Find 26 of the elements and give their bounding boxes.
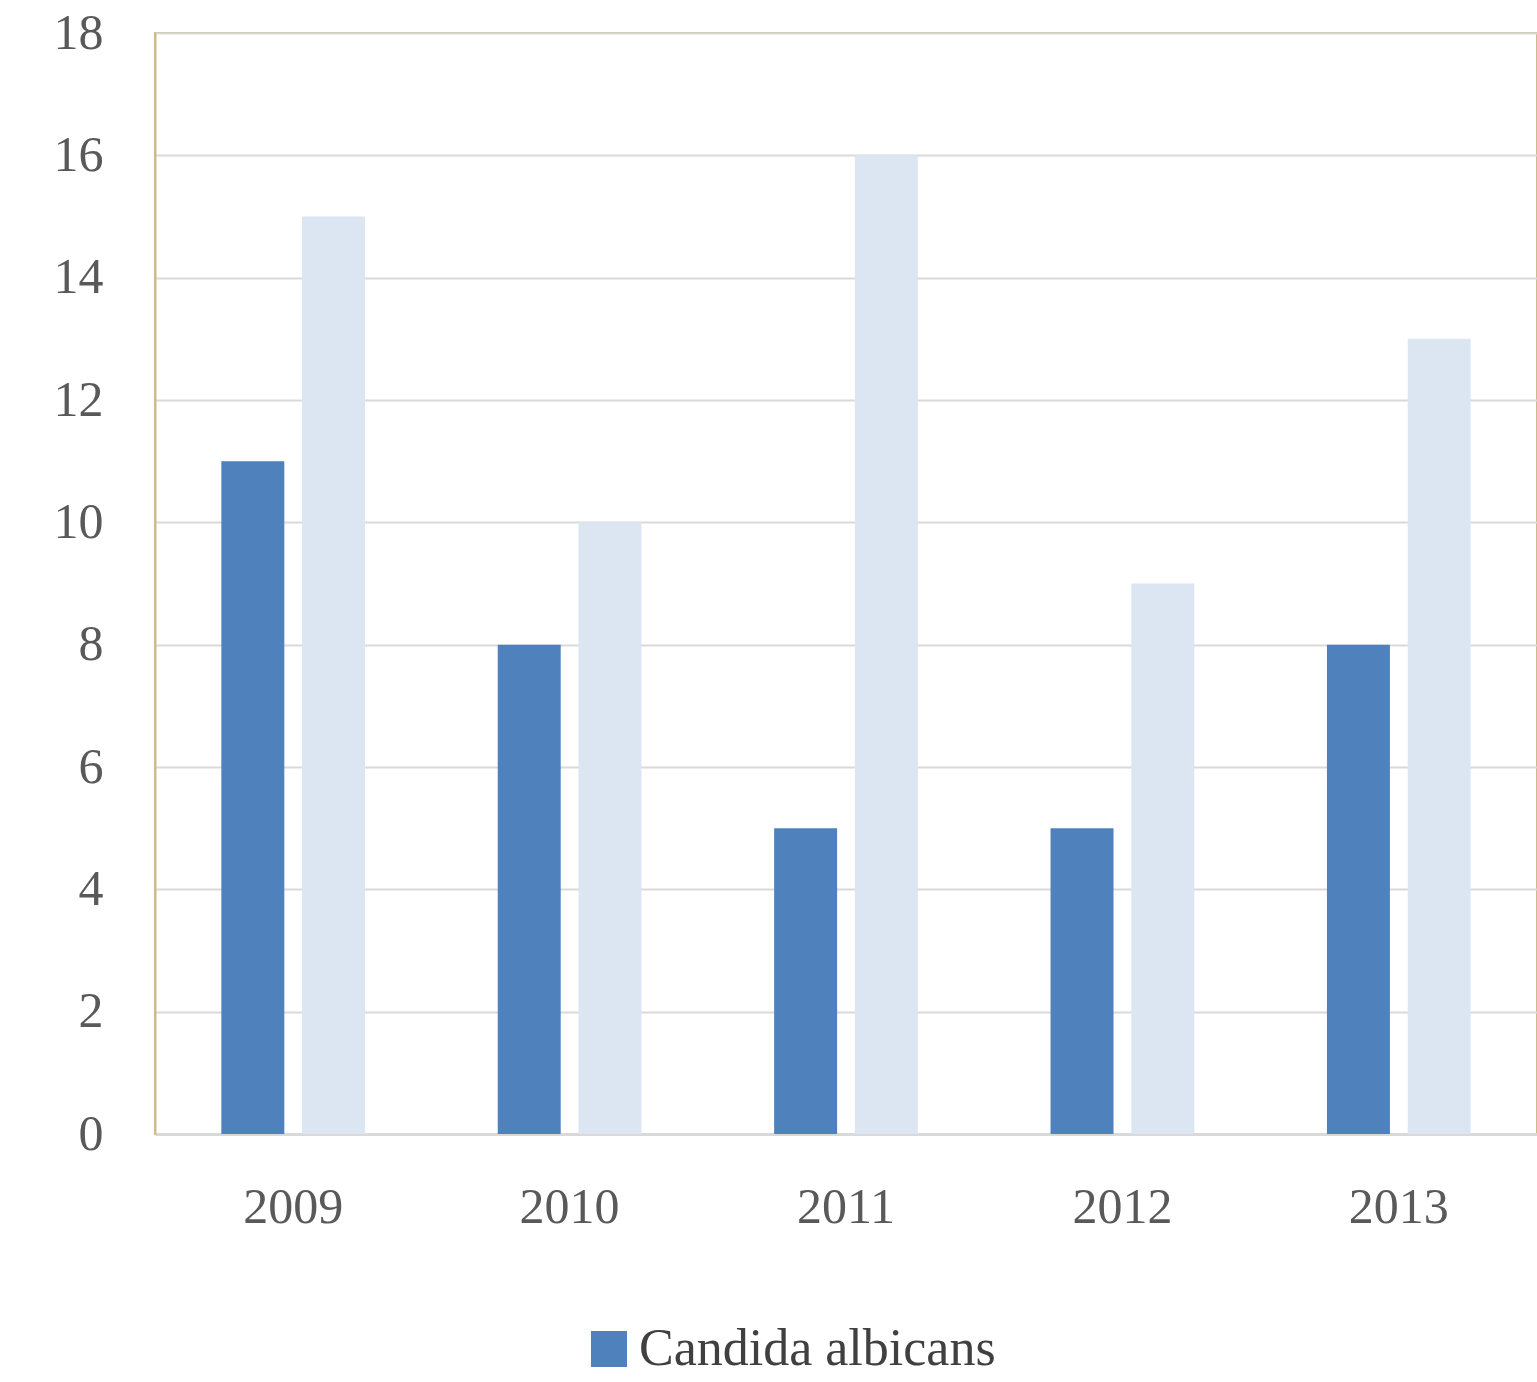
bar <box>302 216 366 1134</box>
y-tick-label: 0 <box>78 1104 104 1161</box>
y-tick-label: 8 <box>78 615 104 672</box>
legend-label: Candida albicans <box>639 1319 996 1376</box>
x-tick-label: 2009 <box>243 1177 344 1234</box>
bar <box>497 644 561 1134</box>
bar <box>1050 828 1114 1134</box>
bar <box>1326 644 1390 1134</box>
y-tick-label: 18 <box>53 3 104 60</box>
y-tick-label: 16 <box>53 125 104 182</box>
y-tick-label: 10 <box>53 492 104 549</box>
bar <box>578 522 642 1134</box>
bar <box>1131 583 1195 1134</box>
bar <box>854 155 918 1134</box>
y-tick-label: 12 <box>53 370 104 427</box>
x-tick-label: 2010 <box>519 1177 620 1234</box>
bar <box>774 828 838 1134</box>
y-tick-label: 4 <box>78 859 104 916</box>
bar <box>221 461 285 1134</box>
x-tick-label: 2013 <box>1348 1177 1449 1234</box>
x-tick-label: 2011 <box>796 1177 896 1234</box>
y-tick-label: 14 <box>53 248 104 305</box>
y-tick-label: 6 <box>78 737 104 794</box>
bar <box>1407 338 1471 1134</box>
y-tick-label: 2 <box>78 982 104 1039</box>
x-tick-label: 2012 <box>1072 1177 1173 1234</box>
